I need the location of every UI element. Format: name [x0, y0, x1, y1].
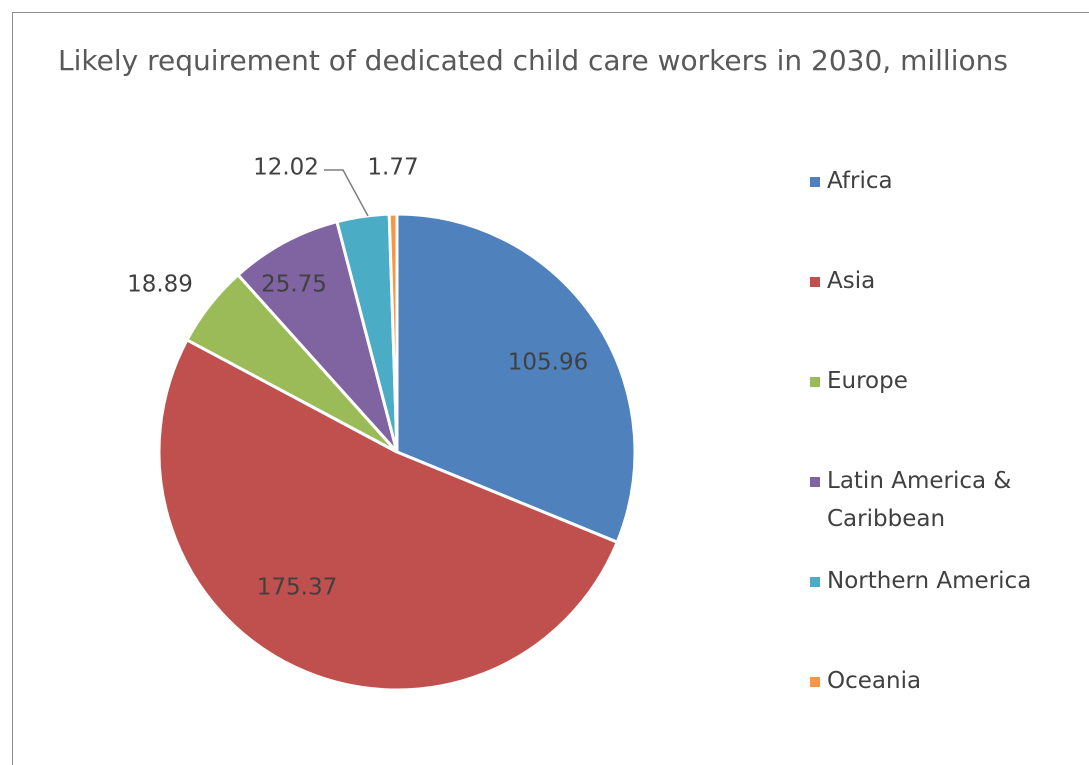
data-label-europe: 18.89 — [127, 272, 193, 298]
legend-swatch-latin-america-and-caribbean — [810, 477, 820, 487]
pie-slice-oceania — [387, 212, 399, 454]
legend-swatch-oceania — [810, 677, 820, 687]
pie-slice-africa — [395, 212, 637, 544]
legend-swatch-asia — [810, 277, 820, 287]
data-label-northern-america: 12.02 — [253, 155, 319, 181]
legend-label-oceania: Oceania — [827, 668, 922, 694]
pie-slice-latin-america-and-caribbean — [236, 220, 399, 454]
leader-line-northern-america — [324, 169, 369, 217]
legend-label-northern-america: Northern America — [827, 568, 1032, 594]
legend-label-europe: Europe — [827, 368, 908, 394]
data-label-latin-america-and-caribbean: 25.75 — [261, 272, 327, 298]
data-label-oceania: 1.77 — [367, 155, 418, 181]
legend-label-asia: Asia — [827, 268, 876, 294]
legend-swatch-northern-america — [810, 577, 820, 587]
chart-title: Likely requirement of dedicated child ca… — [58, 44, 1008, 77]
legend-swatch-africa — [810, 177, 820, 187]
legend-label-latin-america-and-caribbean: Latin America & Caribbean — [827, 468, 1012, 532]
data-label-africa: 105.96 — [508, 350, 588, 376]
pie-slice-asia — [157, 338, 619, 692]
legend-swatch-europe — [810, 377, 820, 387]
data-label-asia: 175.37 — [257, 575, 337, 601]
legend-label-africa: Africa — [827, 168, 893, 194]
